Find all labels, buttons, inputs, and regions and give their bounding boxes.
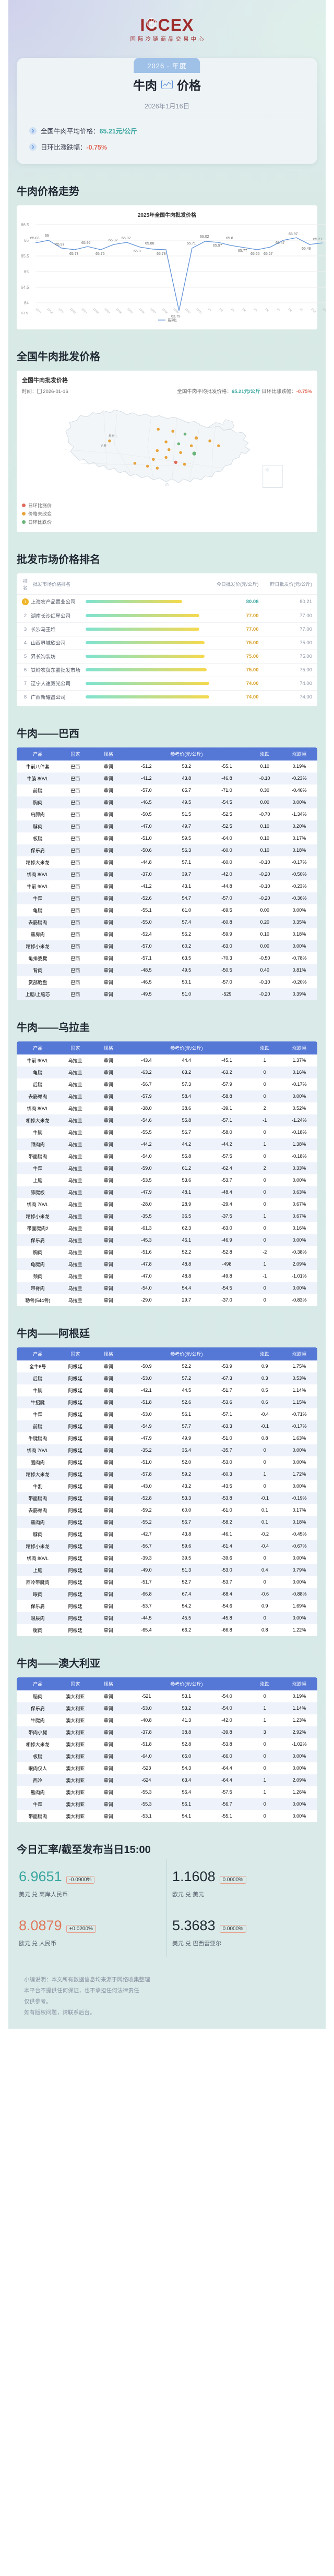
- svg-text:12/17: 12/17: [35, 308, 42, 314]
- svg-text:65.88: 65.88: [145, 242, 154, 246]
- svg-text:66: 66: [45, 234, 49, 238]
- svg-text:65.78: 65.78: [157, 252, 166, 256]
- svg-text:65.92: 65.92: [81, 241, 91, 245]
- svg-text:64.5: 64.5: [21, 285, 29, 290]
- svg-text:12/18: 12/18: [46, 308, 53, 314]
- svg-text:65.48: 65.48: [302, 247, 311, 251]
- svg-text:黑龙江: 黑龙江: [109, 434, 117, 438]
- svg-text:12/24: 12/24: [115, 308, 122, 314]
- svg-text:65.75: 65.75: [96, 252, 105, 256]
- svg-text:66.02: 66.02: [200, 235, 209, 239]
- svg-text:65.27: 65.27: [264, 252, 273, 256]
- svg-text:12/30: 12/30: [184, 308, 191, 314]
- svg-text:1/10: 1/10: [311, 308, 316, 313]
- svg-text:1/9: 1/9: [299, 308, 304, 312]
- svg-text:1/2: 1/2: [219, 308, 223, 312]
- svg-text:1/3: 1/3: [230, 308, 235, 312]
- svg-text:65.03: 65.03: [30, 237, 40, 240]
- svg-text:65.47: 65.47: [276, 241, 285, 245]
- svg-text:65.97: 65.97: [213, 244, 222, 248]
- svg-text:66: 66: [24, 238, 29, 243]
- svg-text:63.5: 63.5: [21, 312, 28, 315]
- svg-text:1/6: 1/6: [265, 308, 269, 312]
- svg-text:64: 64: [24, 301, 29, 305]
- svg-text:65: 65: [24, 269, 29, 274]
- svg-text:12/20: 12/20: [69, 308, 76, 314]
- svg-text:12/28: 12/28: [161, 308, 168, 314]
- svg-text:65.92: 65.92: [109, 239, 118, 242]
- svg-text:12/22: 12/22: [92, 308, 99, 314]
- svg-text:65.66: 65.66: [250, 252, 260, 256]
- svg-text:12/31: 12/31: [196, 308, 202, 314]
- svg-text:65.97: 65.97: [289, 232, 298, 236]
- svg-text:1/5: 1/5: [253, 308, 258, 312]
- svg-text:1/4: 1/4: [242, 308, 246, 312]
- svg-text:1/7: 1/7: [276, 308, 281, 312]
- svg-text:65.77: 65.77: [238, 249, 247, 253]
- svg-text:1/11: 1/11: [322, 308, 326, 313]
- svg-text:12/26: 12/26: [138, 308, 145, 314]
- svg-text:12/23: 12/23: [104, 308, 111, 314]
- svg-text:1/8: 1/8: [288, 308, 292, 312]
- svg-text:66.5: 66.5: [21, 223, 29, 227]
- svg-text:12/27: 12/27: [150, 308, 157, 314]
- svg-text:1/1: 1/1: [207, 308, 212, 312]
- svg-text:65.73: 65.73: [69, 252, 79, 256]
- svg-text:66.02: 66.02: [122, 237, 131, 240]
- svg-text:63.79: 63.79: [171, 315, 181, 318]
- svg-text:65.8: 65.8: [226, 237, 233, 240]
- svg-text:65.5: 65.5: [21, 254, 29, 259]
- svg-text:65.71: 65.71: [187, 242, 196, 246]
- svg-text:12/25: 12/25: [127, 308, 134, 314]
- svg-text:12/19: 12/19: [58, 308, 65, 314]
- svg-text:65.21: 65.21: [313, 238, 323, 241]
- svg-text:系列1: 系列1: [168, 318, 177, 323]
- svg-text:12/21: 12/21: [81, 308, 88, 314]
- svg-text:吉林: 吉林: [101, 444, 107, 448]
- svg-text:65.97: 65.97: [55, 243, 65, 247]
- svg-text:65.8: 65.8: [134, 250, 141, 253]
